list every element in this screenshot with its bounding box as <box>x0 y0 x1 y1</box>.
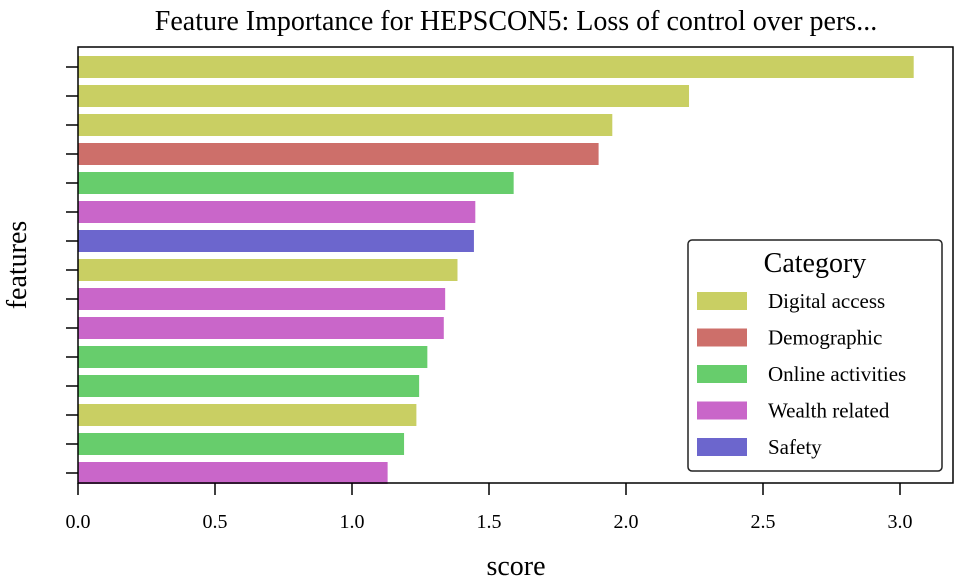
legend-label: Online activities <box>768 362 906 386</box>
legend-swatch <box>697 365 747 383</box>
x-tick-label: 0.5 <box>203 511 228 533</box>
legend-label: Wealth related <box>768 399 890 423</box>
legend-label: Safety <box>768 435 822 459</box>
bar <box>78 114 613 136</box>
bar <box>78 230 474 252</box>
bar <box>78 85 690 107</box>
bar <box>78 56 914 78</box>
bar <box>78 259 458 281</box>
y-ticks <box>66 66 78 474</box>
legend-swatch <box>697 438 747 456</box>
bar <box>78 172 514 194</box>
bar <box>78 346 428 368</box>
x-tick-label: 2.0 <box>614 511 639 533</box>
y-axis-label: features <box>2 221 33 310</box>
x-axis-label: score <box>486 551 545 582</box>
x-tick-label: 0.0 <box>66 511 91 533</box>
legend-title: Category <box>764 248 867 279</box>
x-tick-label: 3.0 <box>888 511 913 533</box>
x-tick-label: 1.5 <box>477 511 502 533</box>
legend-items: Digital access Demographic Online activiti… <box>697 289 906 459</box>
legend-swatch <box>697 328 747 347</box>
bar <box>78 404 417 426</box>
legend-label: Demographic <box>768 326 882 350</box>
bar <box>78 375 420 397</box>
chart-title: Feature Importance for HEPSCON5: Loss of… <box>155 6 877 37</box>
bar <box>78 143 599 165</box>
legend-swatch <box>697 401 747 420</box>
legend: Category Digital access Demographic Online… <box>687 239 943 472</box>
x-tick-label: 2.5 <box>751 511 776 533</box>
legend-label: Digital access <box>768 289 885 313</box>
bar <box>78 462 388 484</box>
bar <box>78 433 405 455</box>
x-ticks: 0.0 0.5 1.0 1.5 2.0 2.5 3.0 <box>66 483 913 533</box>
plot-frame <box>77 46 954 484</box>
bar <box>78 201 476 223</box>
legend-box <box>687 239 943 472</box>
bar <box>78 317 444 339</box>
bar <box>78 288 446 310</box>
legend-swatch <box>697 292 747 310</box>
bars-layer <box>78 56 914 484</box>
x-tick-label: 1.0 <box>340 511 365 533</box>
